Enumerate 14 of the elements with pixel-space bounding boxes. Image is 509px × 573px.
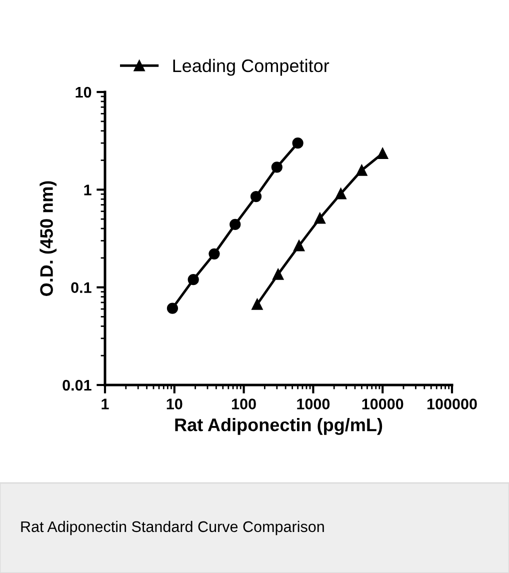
legend-label: Leading Competitor [173, 58, 330, 76]
y-tick-label: 1 [84, 184, 92, 196]
text: Rat Adiponectin Standard Curve Comparison [21, 520, 324, 536]
x-tick-label: 100 [232, 398, 256, 410]
y-tick-label: 0.1 [71, 282, 92, 294]
x-tick-label: 1000 [297, 398, 330, 410]
x-tick-label: 1 [102, 398, 109, 410]
x-tick-label: 10 [166, 398, 182, 410]
x-tick-label: 100000 [427, 398, 477, 410]
x-axis-title: Rat Adiponectin (pg/mL) [175, 418, 382, 435]
y-tick-label: 10 [76, 86, 92, 98]
y-axis-title: O.D. (450 nm) [40, 181, 57, 296]
y-tick-label: 0.01 [62, 380, 92, 391]
x-tick-label: 10000 [362, 398, 404, 410]
